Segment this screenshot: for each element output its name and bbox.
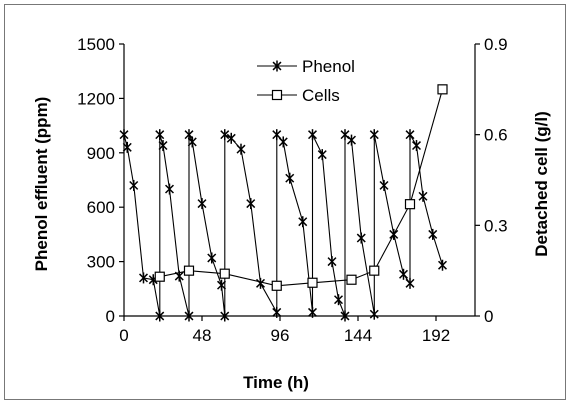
y-left-tick-label: 1200 [77,89,115,108]
phenol-point [236,143,246,155]
legend: Phenol Cells [257,57,355,105]
cells-line [159,89,444,287]
phenol-line [123,132,444,317]
phenol-point [197,198,207,210]
y-left-tick-label: 1500 [77,35,115,54]
cells-point [437,84,448,95]
phenol-point [412,140,421,152]
phenol-point [129,179,139,191]
phenol-point [317,149,327,161]
legend-cells-label: Cells [302,86,340,105]
cells-point [369,265,380,276]
phenol-point [220,129,230,141]
x-tick-label: 48 [193,326,212,345]
y-right-tick-label: 0.6 [484,126,508,145]
cells-point [404,199,416,210]
cells-series [154,84,448,291]
cells-point [271,280,282,291]
phenol-point [165,183,174,195]
phenol-point [369,308,379,320]
x-tick-label: 0 [119,326,128,345]
phenol-point [298,216,308,228]
phenol-point [122,141,132,153]
phenol-point [207,252,217,264]
x-tick-label: 192 [422,326,450,345]
phenol-point [369,129,379,141]
y-left-tick-label: 600 [87,198,115,217]
cells-point [346,274,357,285]
phenol-point [428,228,438,240]
chart-svg: 0 48 96 144 19203006009001200150000.30.60.9 … [32,35,551,392]
phenol-point [272,129,282,141]
chart-frame: 0 48 96 144 192 0 300 600 900 1200 1500 0 0.3 0.6 0.9 … [4,4,566,400]
x-tick-label: 96 [271,326,290,345]
phenol-point [327,256,337,268]
phenol-point [139,272,148,284]
phenol-point [334,294,343,306]
phenol-point [285,172,295,184]
phenol-point [217,279,226,291]
phenol-point [256,277,265,289]
phenol-point [308,129,317,141]
legend-cells-symbol [271,89,283,101]
phenol-point [438,259,447,271]
phenol-point [246,198,256,210]
phenol-point [418,190,428,202]
legend-phenol-marker [257,60,297,72]
cells-point [307,277,318,288]
phenol-point [405,129,415,141]
y-right-axis-title: Detached cell (g/l) [532,111,551,256]
phenol-point [356,232,366,244]
y-left-axis-title: Phenol effluent (ppm) [32,97,51,272]
y-left-tick-label: 0 [106,307,115,326]
y-right-tick-label: 0 [484,307,493,326]
y-right-tick-label: 0.3 [484,216,508,235]
phenol-series [119,129,447,322]
y-right-tick-label: 0.9 [484,35,508,54]
cells-point [183,265,195,276]
phenol-point [399,268,408,280]
cells-point [219,268,230,279]
phenol-point [187,136,197,148]
phenol-point [379,179,389,191]
phenol-point [158,140,168,152]
x-tick-label: 144 [344,326,372,345]
y-left-tick-label: 300 [87,253,115,272]
phenol-point [278,136,288,148]
x-axis-title: Time (h) [243,373,309,392]
phenol-point [347,134,356,146]
phenol-point [340,129,350,141]
phenol-point [155,129,165,141]
legend-phenol-symbol [272,60,282,72]
cells-point [154,271,165,282]
phenol-point [405,277,415,289]
phenol-point [226,132,236,144]
legend-phenol-label: Phenol [302,57,355,76]
legend-cells-marker [257,89,297,101]
y-left-tick-label: 900 [87,144,115,163]
